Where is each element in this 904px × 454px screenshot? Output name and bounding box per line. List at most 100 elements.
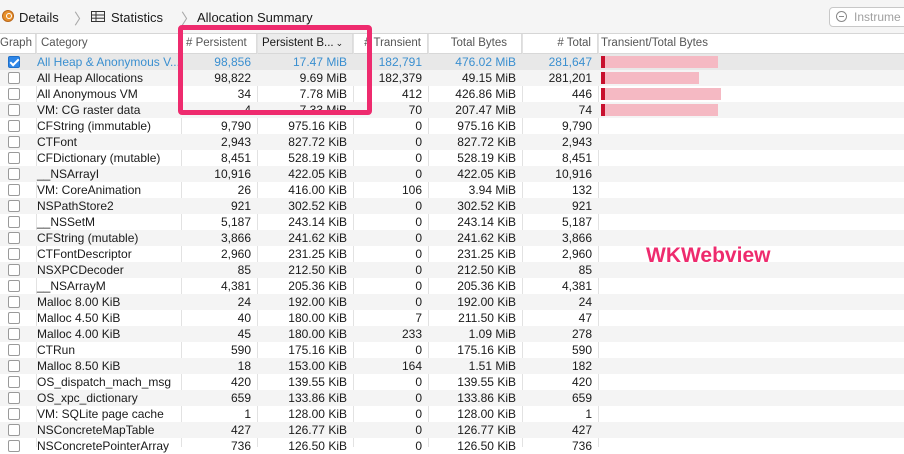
table-row[interactable]: VM: CG raster data 4 7.33 MiB 70 207.47 MiB 7… [0,102,904,118]
table-row[interactable]: NSConcretePointerArray 736 126.50 KiB 0 126.… [0,438,904,454]
column-header-persistent-bytes[interactable]: Persistent B... ⌄ [257,34,353,53]
cell-total-bytes: 827.72 KiB [457,135,516,149]
cell-persistent: 2,943 [220,135,251,149]
highlight-annotation-box [178,25,372,115]
graph-checkbox[interactable] [8,120,20,132]
annotation-label: WKWebview [646,244,771,267]
graph-checkbox[interactable] [8,328,20,340]
cell-total-bytes: 422.05 KiB [457,167,516,181]
table-row[interactable]: OS_dispatch_mach_msg 420 139.55 KiB 0 139.55… [0,374,904,390]
cell-persistent-bytes: 975.16 KiB [288,119,347,133]
table-row[interactable]: __NSArrayM 4,381 205.36 KiB 0 205.36 KiB 4,38… [0,278,904,294]
table-row[interactable]: __NSArrayI 10,916 422.05 KiB 0 422.05 KiB 10,… [0,166,904,182]
table-row[interactable]: All Heap & Anonymous V... 98,856 17.47 MiB… [0,54,904,70]
cell-category: CTRun [37,343,76,357]
table-row[interactable]: Malloc 4.00 KiB 45 180.00 KiB 233 1.09 MiB 27… [0,326,904,342]
graph-checkbox[interactable] [8,184,20,196]
column-header-persistent[interactable]: # Persistent [181,34,257,53]
table-row[interactable]: All Anonymous VM 34 7.78 MiB 412 426.86 MiB 4… [0,86,904,102]
breadcrumb-allocation-summary[interactable]: Allocation Summary [197,10,313,25]
table-row[interactable]: CFString (immutable) 9,790 975.16 KiB 0 975.… [0,118,904,134]
table-row[interactable]: OS_xpc_dictionary 659 133.86 KiB 0 133.86 Ki… [0,390,904,406]
graph-checkbox[interactable] [8,392,20,404]
graph-checkbox[interactable] [8,104,20,116]
graph-checkbox[interactable] [8,264,20,276]
cell-persistent: 26 [237,183,251,197]
table-row[interactable]: Malloc 4.50 KiB 40 180.00 KiB 7 211.50 KiB 47 [0,310,904,326]
table-row[interactable]: CFString (mutable) 3,866 241.62 KiB 0 241.62… [0,230,904,246]
table-row[interactable]: NSPathStore2 921 302.52 KiB 0 302.52 KiB 921 [0,198,904,214]
graph-checkbox[interactable] [8,312,20,324]
cell-persistent-bytes: 243.14 KiB [288,215,347,229]
graph-checkbox[interactable] [8,408,20,420]
graph-checkbox[interactable] [8,136,20,148]
breadcrumb-details[interactable]: Details [19,10,59,25]
table-row[interactable]: VM: SQLite page cache 1 128.00 KiB 0 128.00 … [0,406,904,422]
column-header-graph[interactable]: Graph [0,34,36,53]
cell-total-bytes: 192.00 KiB [457,295,516,309]
graph-checkbox[interactable] [8,152,20,164]
details-icon [2,10,14,22]
table-row[interactable]: All Heap Allocations 98,822 9.69 MiB 182,37… [0,70,904,86]
cell-persistent-bytes: 126.77 KiB [288,423,347,437]
graph-checkbox[interactable] [8,280,20,292]
table-row[interactable]: Malloc 8.00 KiB 24 192.00 KiB 0 192.00 KiB 24 [0,294,904,310]
cell-transient: 106 [401,183,422,197]
cell-persistent-bytes: 17.47 MiB [292,55,347,69]
cell-total-bytes: 212.50 KiB [457,263,516,277]
graph-checkbox[interactable] [8,168,20,180]
cell-persistent: 45 [237,327,251,341]
cell-category: __NSArrayI [37,167,100,181]
cell-persistent-bytes: 231.25 KiB [288,247,347,261]
graph-checkbox[interactable] [8,200,20,212]
cell-total: 590 [571,343,592,357]
graph-checkbox[interactable] [8,376,20,388]
cell-total-bytes: 1.51 MiB [468,359,516,373]
transient-ratio-marker [601,56,605,68]
cell-persistent: 1 [244,407,251,421]
cell-category: OS_dispatch_mach_msg [37,375,172,389]
cell-category: __NSSetM [37,215,96,229]
graph-checkbox[interactable] [8,216,20,228]
graph-checkbox[interactable] [8,72,20,84]
graph-checkbox[interactable] [8,344,20,356]
graph-checkbox[interactable] [8,424,20,436]
table-row[interactable]: VM: CoreAnimation 26 416.00 KiB 106 3.94 MiB… [0,182,904,198]
column-header-transient[interactable]: # Transient [353,34,428,53]
transient-ratio-marker [601,104,605,116]
table-row[interactable]: __NSSetM 5,187 243.14 KiB 0 243.14 KiB 5,187 [0,214,904,230]
graph-checkbox[interactable] [8,440,20,452]
table-row[interactable]: NSXPCDecoder 85 212.50 KiB 0 212.50 KiB 85 [0,262,904,278]
graph-checkbox[interactable] [8,296,20,308]
table-row[interactable]: NSConcreteMapTable 427 126.77 KiB 0 126.77 K… [0,422,904,438]
transient-ratio-marker [601,72,605,84]
cell-category: Malloc 4.00 KiB [37,327,121,341]
graph-checkbox[interactable] [8,88,20,100]
cell-total-bytes: 476.02 MiB [455,55,516,69]
graph-checkbox[interactable] [8,232,20,244]
instrument-filter-field[interactable]: Instrume [829,7,904,27]
column-header-category[interactable]: Category [36,34,181,53]
column-header-transient-total-bytes[interactable]: Transient/Total Bytes [601,37,708,49]
table-row[interactable]: CTFontDescriptor 2,960 231.25 KiB 0 231.25 K… [0,246,904,262]
cell-total-bytes: 1.09 MiB [468,327,516,341]
cell-transient: 7 [415,311,422,325]
table-row[interactable]: CTFont 2,943 827.72 KiB 0 827.72 KiB 2,943 [0,134,904,150]
column-header-total[interactable]: # Total [522,34,598,53]
cell-total: 4,381 [561,279,592,293]
graph-checkbox[interactable] [8,56,20,68]
cell-persistent-bytes: 416.00 KiB [288,183,347,197]
table-row[interactable]: CFDictionary (mutable) 8,451 528.19 KiB 0 52… [0,150,904,166]
column-header-total-bytes[interactable]: Total Bytes [428,34,522,53]
cell-persistent: 659 [230,391,251,405]
table-row[interactable]: CTRun 590 175.16 KiB 0 175.16 KiB 590 [0,342,904,358]
cell-persistent: 3,866 [220,231,251,245]
cell-category: OS_xpc_dictionary [37,391,138,405]
cell-total-bytes: 207.47 MiB [455,103,516,117]
graph-checkbox[interactable] [8,248,20,260]
breadcrumb-statistics[interactable]: Statistics [111,10,164,25]
cell-total: 74 [578,103,592,117]
graph-checkbox[interactable] [8,360,20,372]
table-row[interactable]: Malloc 8.50 KiB 18 153.00 KiB 164 1.51 MiB 18… [0,358,904,374]
cell-persistent: 736 [230,439,251,453]
